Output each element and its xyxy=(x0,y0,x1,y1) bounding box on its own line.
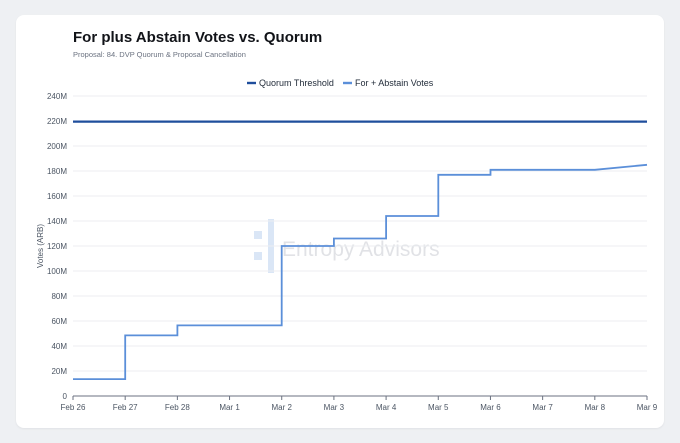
legend-label: Quorum Threshold xyxy=(259,78,334,88)
y-tick-label: 80M xyxy=(51,292,67,301)
y-tick-label: 180M xyxy=(47,167,67,176)
legend-label: For + Abstain Votes xyxy=(355,78,434,88)
x-tick-label: Mar 1 xyxy=(219,403,240,412)
y-tick-label: 160M xyxy=(47,192,67,201)
x-tick-label: Feb 27 xyxy=(113,403,138,412)
y-tick-label: 200M xyxy=(47,142,67,151)
y-tick-label: 240M xyxy=(47,92,67,101)
x-tick-label: Mar 3 xyxy=(324,403,345,412)
votes-step-line xyxy=(73,163,648,380)
y-tick-label: 0 xyxy=(63,392,68,401)
x-tick-label: Feb 28 xyxy=(165,403,190,412)
y-tick-label: 100M xyxy=(47,267,67,276)
y-tick-label: 60M xyxy=(51,317,67,326)
watermark-logo-square xyxy=(254,231,262,239)
x-tick-label: Mar 2 xyxy=(272,403,293,412)
chart-title: For plus Abstain Votes vs. Quorum xyxy=(73,29,323,46)
y-tick-label: 20M xyxy=(51,367,67,376)
y-tick-label: 40M xyxy=(51,342,67,351)
x-tick-label: Mar 8 xyxy=(585,403,606,412)
y-axis-title: Votes (ARB) xyxy=(36,224,45,268)
y-tick-label: 120M xyxy=(47,242,67,251)
x-tick-label: Mar 4 xyxy=(376,403,397,412)
watermark-logo-square xyxy=(254,252,262,260)
x-tick-label: Mar 9 xyxy=(637,403,658,412)
x-tick-label: Mar 6 xyxy=(480,403,501,412)
legend: Quorum Threshold For + Abstain Votes xyxy=(247,78,434,88)
y-tick-label: 220M xyxy=(47,117,67,126)
x-tick-label: Feb 26 xyxy=(61,403,86,412)
x-tick-label: Mar 7 xyxy=(532,403,553,412)
y-tick-label: 140M xyxy=(47,217,67,226)
watermark-text: Entropy Advisors xyxy=(282,238,440,261)
chart-subtitle: Proposal: 84. DVP Quorum & Proposal Canc… xyxy=(73,50,246,59)
x-tick-label: Mar 5 xyxy=(428,403,449,412)
